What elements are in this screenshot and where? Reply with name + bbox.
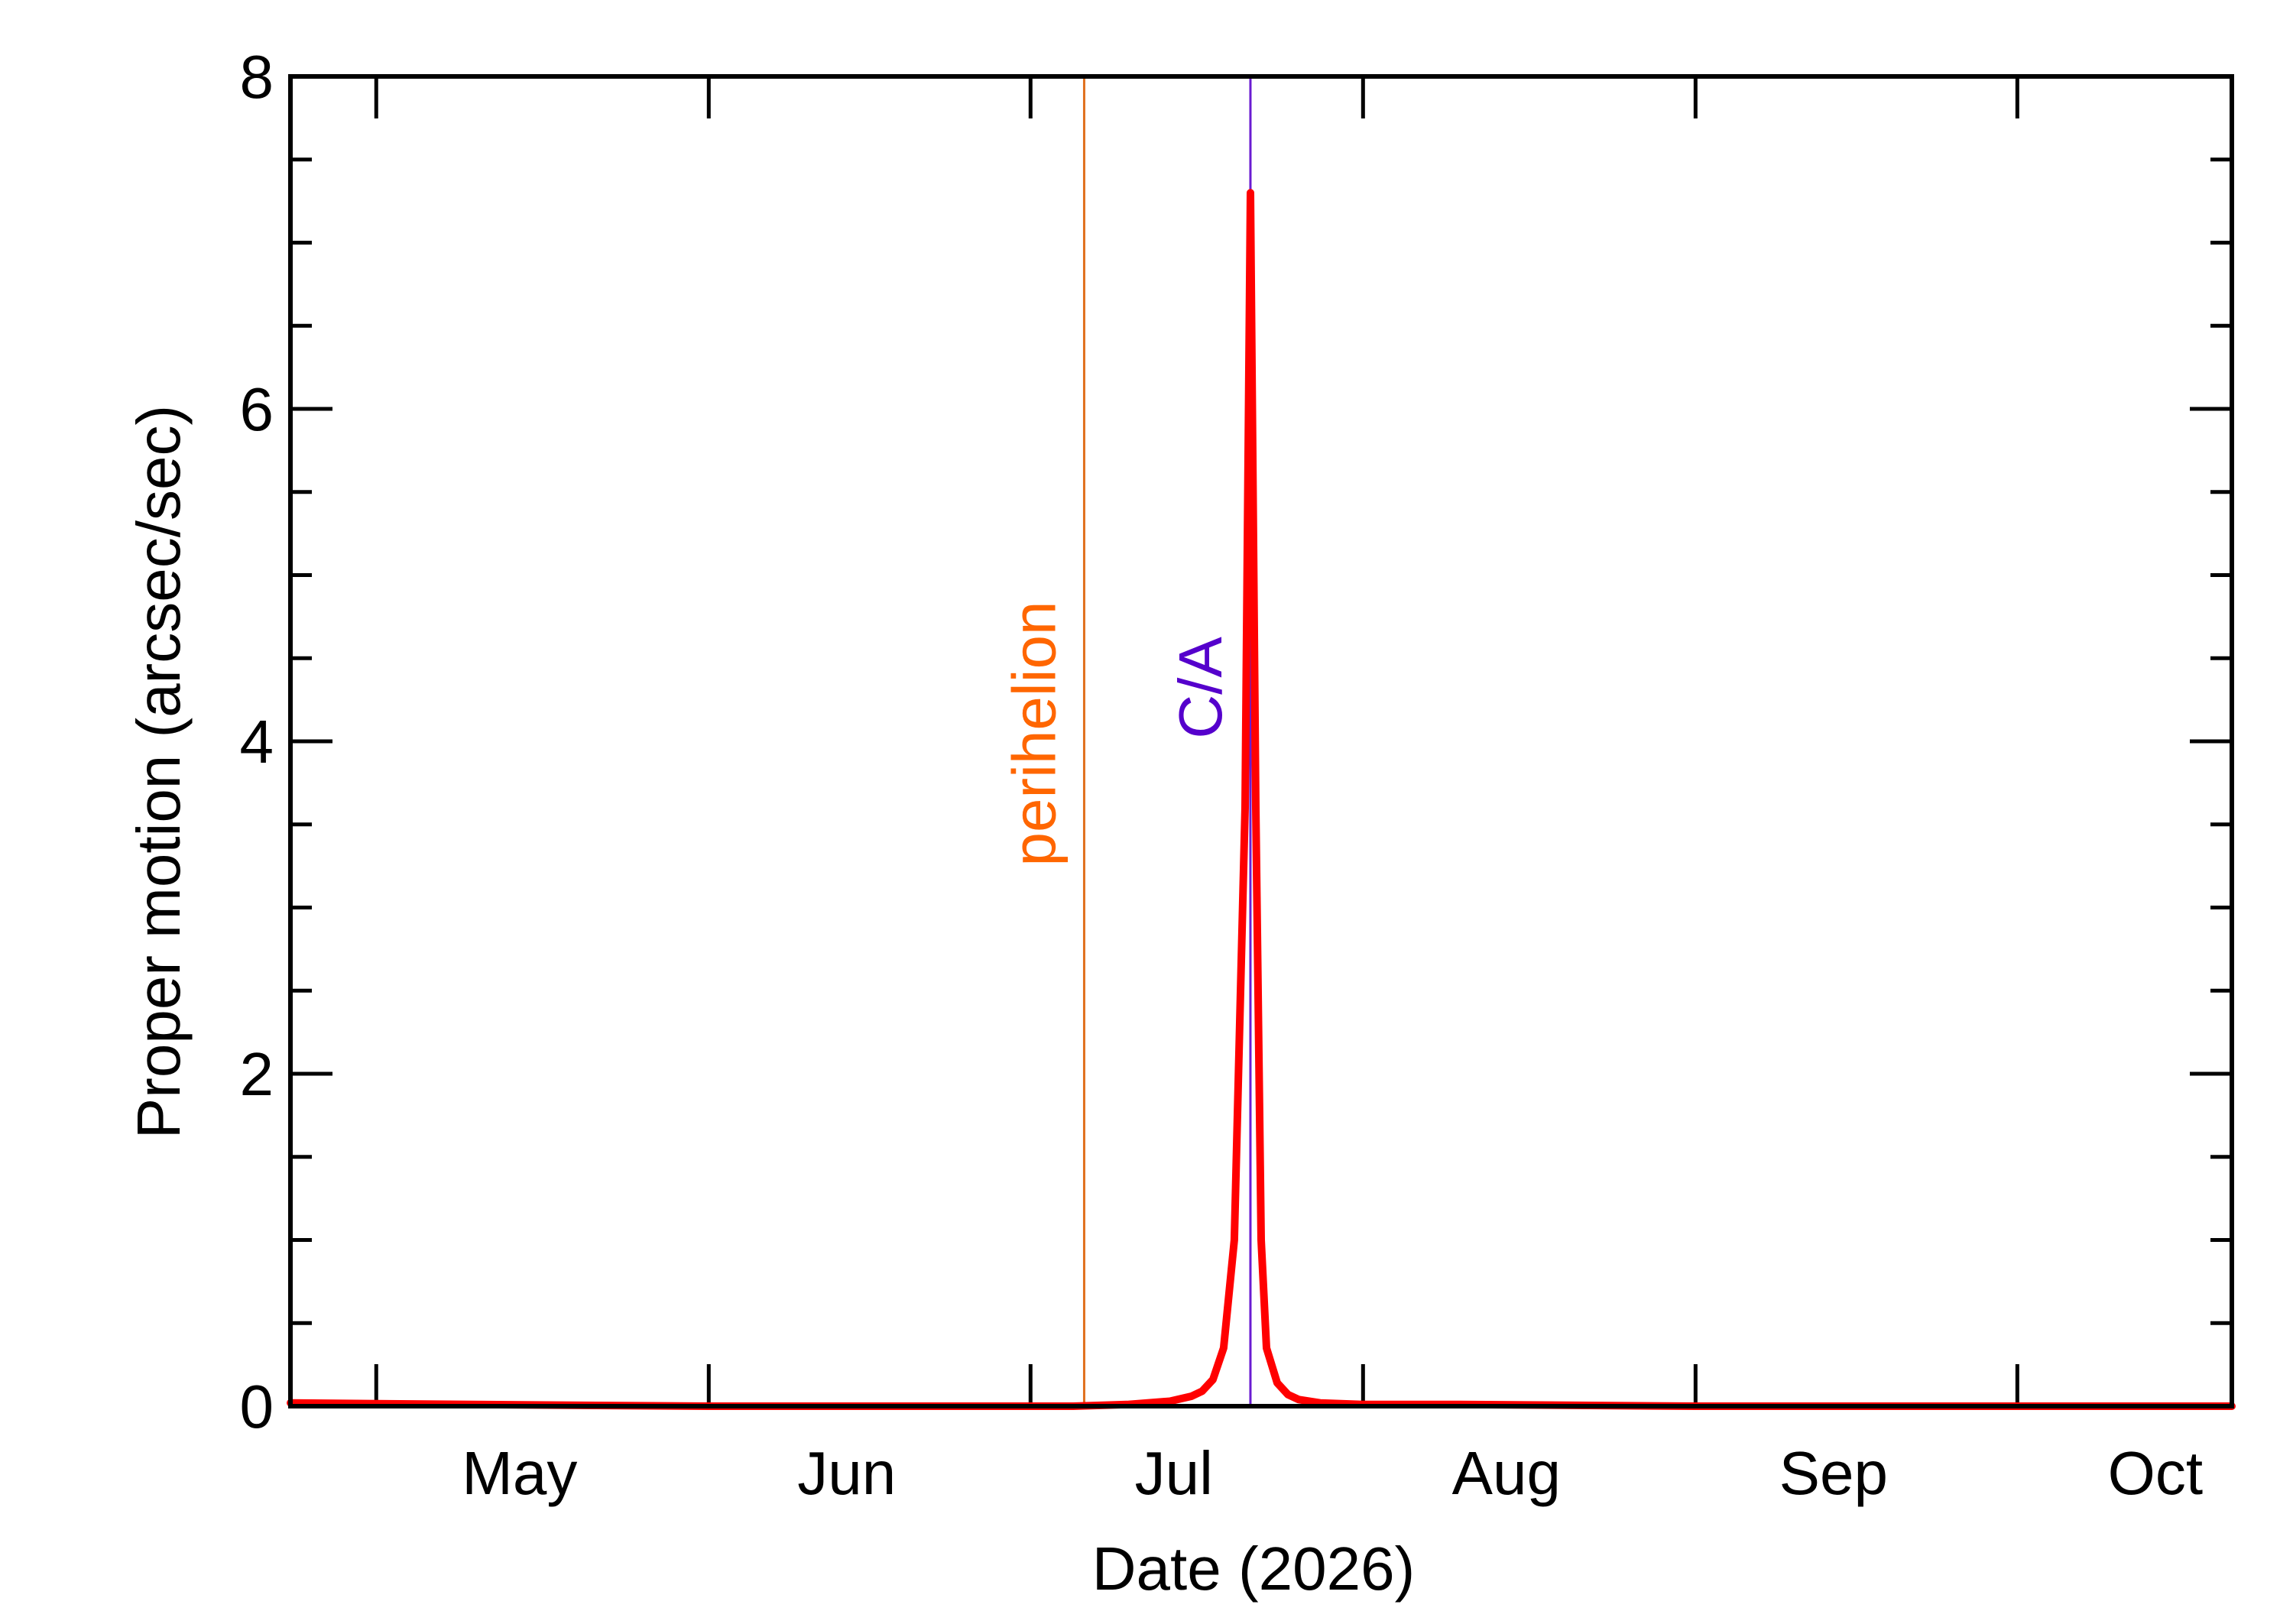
x-tick-label: May bbox=[462, 1439, 577, 1507]
y-tick-labels: 0 2 4 6 8 bbox=[240, 43, 274, 1441]
x-tick-labels: May Jun Jul Aug Sep Oct bbox=[462, 1439, 2203, 1507]
y-tick-label: 2 bbox=[240, 1040, 274, 1108]
x-axis-title: Date (2026) bbox=[1092, 1535, 1415, 1603]
x-tick-label: Sep bbox=[1779, 1439, 1888, 1507]
y-minor-ticks bbox=[290, 157, 2232, 1325]
y-tick-label: 4 bbox=[240, 708, 274, 776]
y-tick-label: 6 bbox=[240, 375, 274, 443]
y-tick-label: 0 bbox=[240, 1373, 274, 1441]
x-tick-label: Jul bbox=[1135, 1439, 1213, 1507]
x-tick-label: Jun bbox=[797, 1439, 896, 1507]
x-tick-label: Aug bbox=[1452, 1439, 1561, 1507]
plot-frame bbox=[288, 74, 2234, 1408]
event-label: perihelion bbox=[1000, 601, 1068, 867]
event-label: C/A bbox=[1166, 637, 1234, 739]
event-labels: perihelion C/A bbox=[1000, 601, 1234, 867]
x-tick-label: Oct bbox=[2108, 1439, 2203, 1507]
y-axis-title: Proper motion (arcsec/sec) bbox=[125, 405, 193, 1139]
y-tick-label: 8 bbox=[240, 43, 274, 111]
